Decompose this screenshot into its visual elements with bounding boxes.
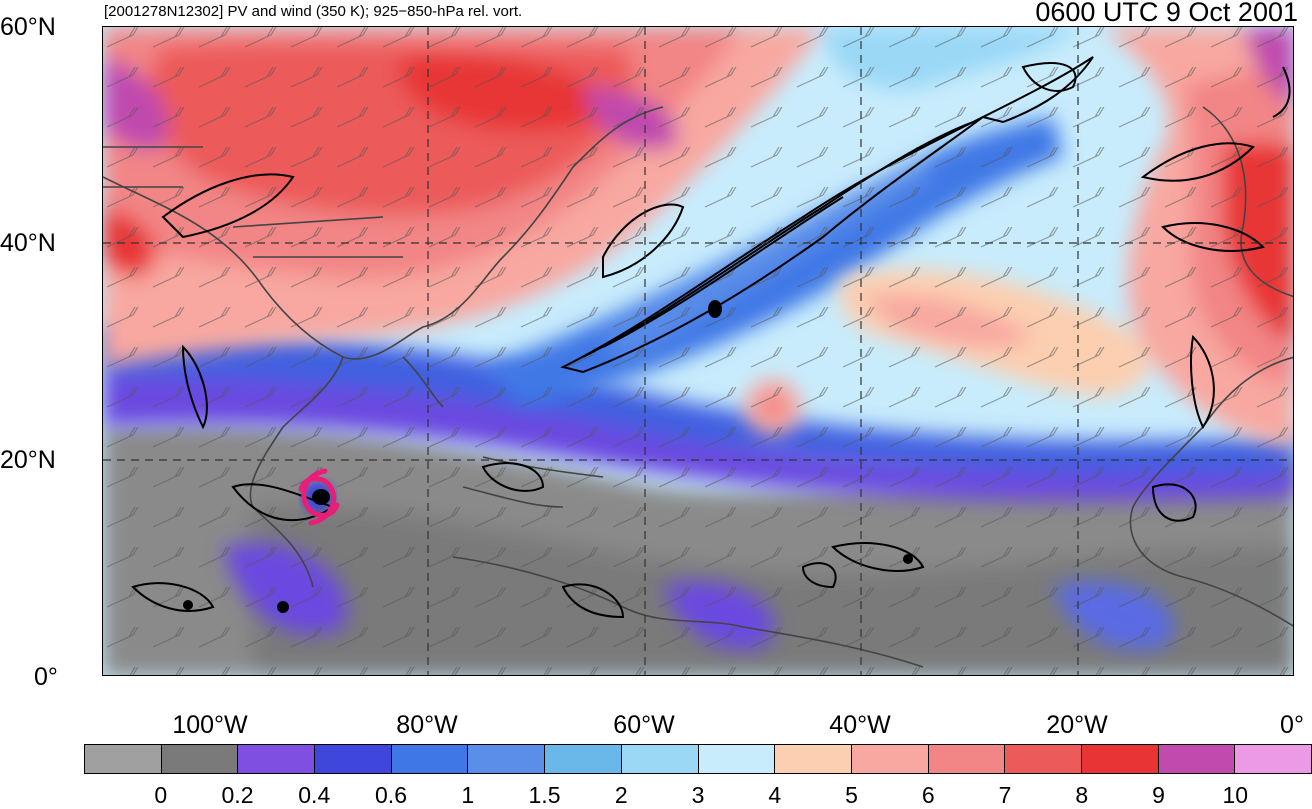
colorbar-swatch-9 <box>775 745 852 773</box>
colorbar-swatch-15 <box>1235 745 1311 773</box>
colorbar-label: 0 <box>154 782 168 808</box>
map-panel <box>102 26 1294 676</box>
colorbar-label: 4 <box>768 782 782 808</box>
colorbar-label: 8 <box>1075 782 1089 808</box>
colorbar-label: 1.5 <box>528 782 561 808</box>
colorbar-swatch-4 <box>391 745 469 773</box>
lon-label-60w: 60°W <box>613 711 675 739</box>
colorbar-swatch-1 <box>161 745 239 773</box>
pv-map-canvas <box>103 27 1293 675</box>
colorbar-label: 2 <box>614 782 628 808</box>
colorbar-swatch-10 <box>851 745 929 773</box>
plot-subtitle: [2001278N12302] PV and wind (350 K); 925… <box>104 3 523 20</box>
colorbar-label: 0.2 <box>221 782 254 808</box>
lon-label-0: 0° <box>1280 711 1304 739</box>
colorbar-label: 6 <box>921 782 935 808</box>
lat-label-0: 0° <box>34 663 58 691</box>
colorbar-swatch-7 <box>621 745 699 773</box>
lon-label-40w: 40°W <box>829 711 891 739</box>
colorbar-swatch-3 <box>315 745 392 773</box>
colorbar-swatch-0 <box>85 745 162 773</box>
lat-label-60n: 60°N <box>0 13 56 41</box>
pv-colorbar <box>84 744 1312 774</box>
colorbar-swatch-14 <box>1158 745 1236 773</box>
colorbar-label: 10 <box>1222 782 1249 808</box>
lon-label-100w: 100°W <box>172 711 248 739</box>
tropical-cyclone-symbol <box>298 468 340 526</box>
colorbar-label: 3 <box>691 782 705 808</box>
graticule <box>103 27 1293 675</box>
colorbar-swatch-6 <box>545 745 622 773</box>
colorbar-swatch-12 <box>1005 745 1082 773</box>
colorbar-label: 7 <box>998 782 1012 808</box>
vorticity-contours <box>131 56 1291 619</box>
lon-label-20w: 20°W <box>1046 711 1108 739</box>
colorbar-label: 0.4 <box>298 782 331 808</box>
colorbar-swatch-8 <box>698 745 776 773</box>
colorbar-label: 1 <box>461 782 475 808</box>
colorbar-label: 5 <box>845 782 858 808</box>
colorbar-swatch-11 <box>928 745 1006 773</box>
colorbar-label: 9 <box>1152 782 1165 808</box>
colorbar-swatch-2 <box>238 745 316 773</box>
lon-label-80w: 80°W <box>396 711 458 739</box>
colorbar-label: 0.6 <box>375 782 407 808</box>
colorbar-swatch-13 <box>1081 745 1159 773</box>
plot-timestamp: 0600 UTC 9 Oct 2001 <box>1035 0 1298 27</box>
wind-barbs-layer <box>103 27 1293 675</box>
lat-label-40n: 40°N <box>0 229 56 257</box>
colorbar-swatch-5 <box>468 745 546 773</box>
lat-label-20n: 20°N <box>0 446 56 474</box>
vorticity-maxima <box>183 300 913 613</box>
